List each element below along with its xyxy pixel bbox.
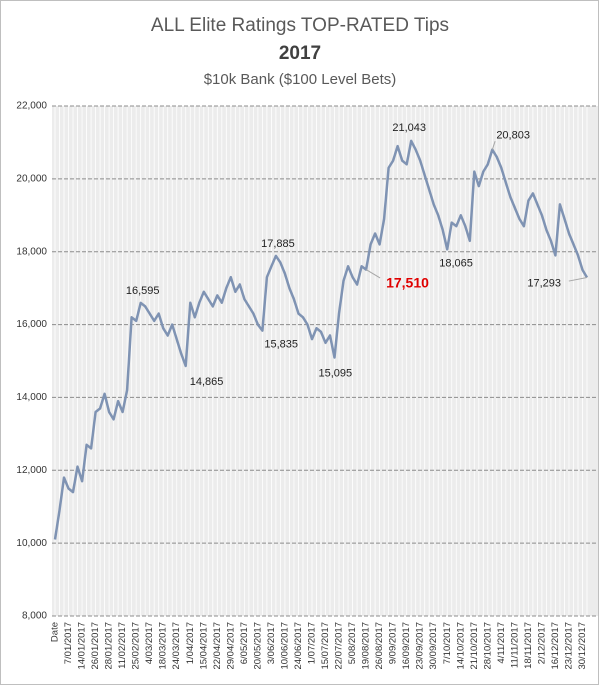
y-tick-label: 8,000 xyxy=(22,611,47,622)
x-tick-label: 4/03/2017 xyxy=(144,622,155,664)
x-tick-label: Date xyxy=(50,622,61,642)
x-tick-label: 14/01/2017 xyxy=(77,622,88,670)
x-tick-label: 2/12/2017 xyxy=(536,622,547,664)
y-tick-label: 12,000 xyxy=(16,465,47,476)
x-tick-label: 23/09/2017 xyxy=(415,622,426,670)
x-tick-label: 11/11/2017 xyxy=(509,622,520,668)
x-tick-label: 24/06/2017 xyxy=(293,622,304,670)
x-tick-label: 22/04/2017 xyxy=(212,622,223,670)
x-tick-label: 18/11/2017 xyxy=(523,622,534,669)
x-tick-label: 16/09/2017 xyxy=(401,622,412,670)
leader-line xyxy=(568,276,588,282)
x-tick-label: 7/01/2017 xyxy=(63,622,74,664)
x-tick-label: 20/05/2017 xyxy=(252,622,263,670)
y-tick-label: 14,000 xyxy=(16,392,47,403)
leader-line xyxy=(365,269,381,279)
x-tick-label: 1/04/2017 xyxy=(185,622,196,664)
y-tick-label: 10,000 xyxy=(16,538,47,549)
x-tick-label: 9/09/2017 xyxy=(388,622,399,664)
x-tick-label: 14/10/2017 xyxy=(455,622,466,670)
chart-subtitle: $10k Bank ($100 Level Bets) xyxy=(204,71,397,88)
x-tick-label: 28/10/2017 xyxy=(482,622,493,670)
x-tick-label: 5/08/2017 xyxy=(347,622,358,664)
x-tick-label: 6/05/2017 xyxy=(239,622,250,664)
x-tick-label: 22/07/2017 xyxy=(334,622,345,670)
x-tick-label: 4/11/2017 xyxy=(496,622,507,664)
data-label: 17,885 xyxy=(261,238,295,250)
y-tick-label: 22,000 xyxy=(16,101,47,112)
data-label: 15,095 xyxy=(319,367,353,379)
data-label: 20,803 xyxy=(496,130,530,142)
data-label: 17,510 xyxy=(386,274,429,290)
data-label: 17,293 xyxy=(527,277,561,289)
x-tick-label: 30/09/2017 xyxy=(428,622,439,670)
x-tick-label: 21/10/2017 xyxy=(469,622,480,670)
chart-title: ALL Elite Ratings TOP-RATED Tips xyxy=(151,15,449,36)
leader-line xyxy=(491,141,496,150)
data-label: 18,065 xyxy=(439,257,473,269)
x-tick-label: 26/01/2017 xyxy=(90,622,101,670)
x-tick-label: 10/06/2017 xyxy=(279,622,290,670)
x-tick-label: 1/07/2017 xyxy=(306,622,317,664)
x-tick-label: 28/01/2017 xyxy=(104,622,115,670)
x-tick-label: 23/12/2017 xyxy=(563,622,574,670)
x-tick-label: 29/04/2017 xyxy=(225,622,236,670)
x-tick-label: 24/03/2017 xyxy=(171,622,182,670)
data-label: 21,043 xyxy=(392,122,426,134)
data-label: 14,865 xyxy=(190,376,224,388)
x-tick-label: 15/04/2017 xyxy=(198,622,209,670)
x-tick-label: 19/08/2017 xyxy=(361,622,372,670)
plot-area xyxy=(52,106,598,616)
x-tick-label: 7/10/2017 xyxy=(442,622,453,664)
x-tick-label: 18/03/2017 xyxy=(158,622,169,670)
chart-subtitle: 2017 xyxy=(279,43,321,64)
x-tick-label: 11/02/2017 xyxy=(117,622,128,669)
x-tick-label: 15/07/2017 xyxy=(320,622,331,670)
x-tick-label: 3/06/2017 xyxy=(266,622,277,664)
y-tick-label: 20,000 xyxy=(16,173,47,184)
y-tick-label: 18,000 xyxy=(16,246,47,257)
x-tick-label: 25/02/2017 xyxy=(131,622,142,670)
line-series xyxy=(53,139,589,540)
data-label: 15,835 xyxy=(264,338,298,350)
x-tick-label: 30/12/2017 xyxy=(577,622,588,670)
data-label: 16,595 xyxy=(126,285,160,297)
y-tick-label: 16,000 xyxy=(16,319,47,330)
x-tick-label: 16/12/2017 xyxy=(550,622,561,670)
x-tick-label: 26/08/2017 xyxy=(374,622,385,670)
